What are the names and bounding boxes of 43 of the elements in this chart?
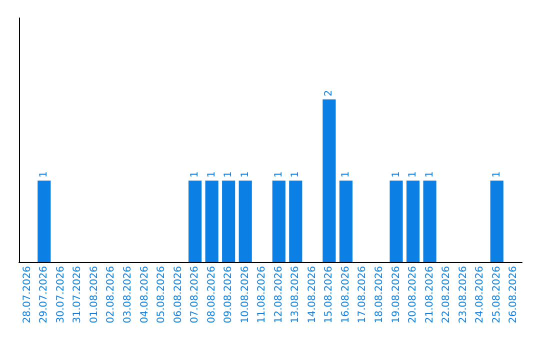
x-tick-label: 30.07.2026: [55, 266, 66, 324]
x-tick-label: 26.08.2026: [508, 266, 520, 324]
data-label: 1: [424, 171, 436, 178]
x-tick-label: 29.07.2026: [38, 266, 50, 324]
x-tick-label: 21.08.2026: [424, 266, 436, 324]
data-label: 1: [223, 171, 234, 178]
data-label: 1: [390, 171, 402, 178]
data-label: 1: [38, 171, 50, 178]
x-tick-label: 22.08.2026: [441, 266, 452, 324]
x-tick-label: 04.08.2026: [139, 266, 150, 324]
x-tick-label: 23.08.2026: [458, 266, 469, 324]
data-label: 1: [190, 171, 201, 178]
x-tick-label: 07.08.2026: [190, 266, 201, 324]
data-label: 1: [273, 171, 284, 178]
x-tick-label: 14.08.2026: [306, 266, 318, 324]
data-label: 1: [491, 171, 502, 178]
data-label: 2: [324, 90, 335, 96]
x-tick-label: 15.08.2026: [324, 266, 335, 324]
x-tick-label: 10.08.2026: [240, 266, 251, 324]
x-tick-label: 08.08.2026: [206, 266, 218, 324]
x-tick-label: 31.07.2026: [72, 266, 84, 324]
data-label: 1: [408, 171, 419, 178]
x-tick-label: 17.08.2026: [357, 266, 368, 324]
x-tick-label: 16.08.2026: [340, 266, 352, 324]
x-tick-label: 13.08.2026: [290, 266, 302, 324]
x-tick-label: 12.08.2026: [273, 266, 284, 324]
x-tick-label: 25.08.2026: [491, 266, 502, 324]
x-tick-label: 28.07.2026: [22, 266, 33, 324]
x-tick-label: 24.08.2026: [474, 266, 486, 324]
x-tick-label: 06.08.2026: [172, 266, 184, 324]
x-tick-label: 05.08.2026: [156, 266, 168, 324]
x-tick-label: 18.08.2026: [374, 266, 385, 324]
x-tick-label: 03.08.2026: [122, 266, 134, 324]
x-tick-label: 19.08.2026: [390, 266, 402, 324]
x-tick-label: 11.08.2026: [256, 266, 268, 324]
x-tick-label: 20.08.2026: [408, 266, 419, 324]
data-label: 1: [340, 171, 352, 178]
x-tick-label: 09.08.2026: [223, 266, 234, 324]
data-label: 1: [206, 171, 218, 178]
data-label: 1: [240, 171, 251, 178]
x-tick-label: 01.08.2026: [88, 266, 100, 324]
x-tick-label: 02.08.2026: [106, 266, 117, 324]
data-label: 1: [290, 171, 302, 178]
